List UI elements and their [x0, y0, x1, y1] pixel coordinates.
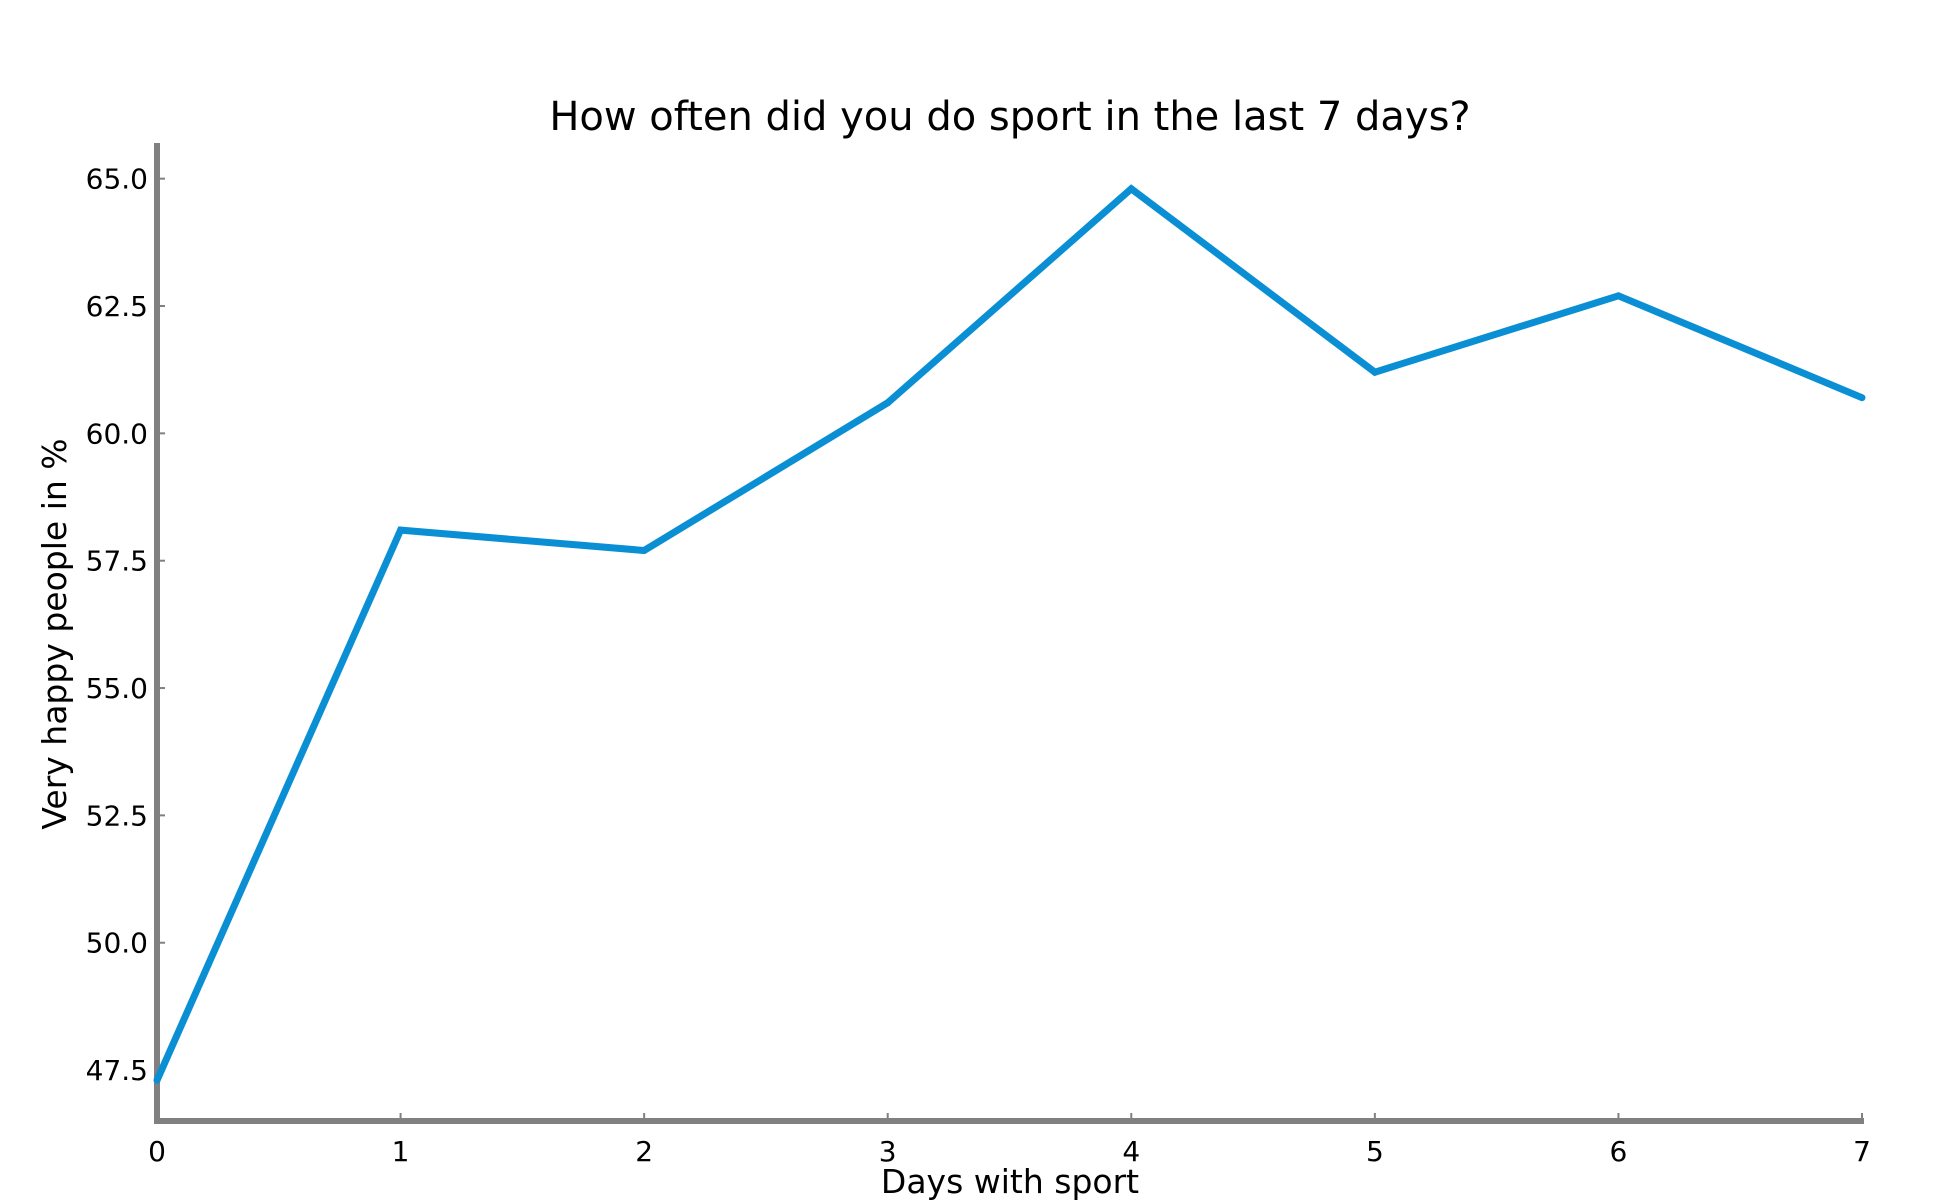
data-point — [1858, 394, 1866, 402]
y-tick-label: 52.5 — [86, 799, 148, 832]
y-tick-label: 55.0 — [86, 672, 148, 705]
y-tick-label: 60.0 — [86, 417, 148, 450]
x-tick-label: 1 — [392, 1135, 410, 1168]
x-tick-label: 5 — [1366, 1135, 1384, 1168]
chart-title: How often did you do sport in the last 7… — [549, 94, 1470, 140]
x-axis-ticks: 0 1 2 3 4 5 6 7 — [148, 1113, 1871, 1168]
x-tick-label: 4 — [1122, 1135, 1140, 1168]
x-tick-label: 6 — [1610, 1135, 1628, 1168]
series-layer — [153, 184, 1866, 1084]
data-point — [397, 526, 405, 534]
y-axis-ticks: 47.5 50.0 52.5 55.0 57.5 60.0 62.5 65.0 — [86, 163, 165, 1087]
y-tick-label: 47.5 — [86, 1054, 148, 1087]
x-tick-label: 3 — [879, 1135, 897, 1168]
data-point — [640, 547, 648, 554]
x-axis-label: Days with sport — [881, 1162, 1139, 1200]
x-tick-label: 7 — [1853, 1135, 1871, 1168]
x-tick-label: 0 — [148, 1135, 166, 1168]
data-point — [884, 399, 892, 407]
series-line — [153, 184, 1864, 1082]
data-point — [1371, 368, 1379, 376]
y-tick-label: 65.0 — [86, 163, 148, 196]
data-point — [1614, 292, 1622, 300]
data-point — [1127, 185, 1135, 193]
y-tick-label: 50.0 — [86, 927, 148, 960]
data-point — [153, 1076, 161, 1084]
y-tick-label: 62.5 — [86, 290, 148, 323]
y-tick-label: 57.5 — [86, 545, 148, 578]
y-axis-label: Very happy people in % — [35, 438, 74, 829]
x-tick-label: 2 — [635, 1135, 653, 1168]
